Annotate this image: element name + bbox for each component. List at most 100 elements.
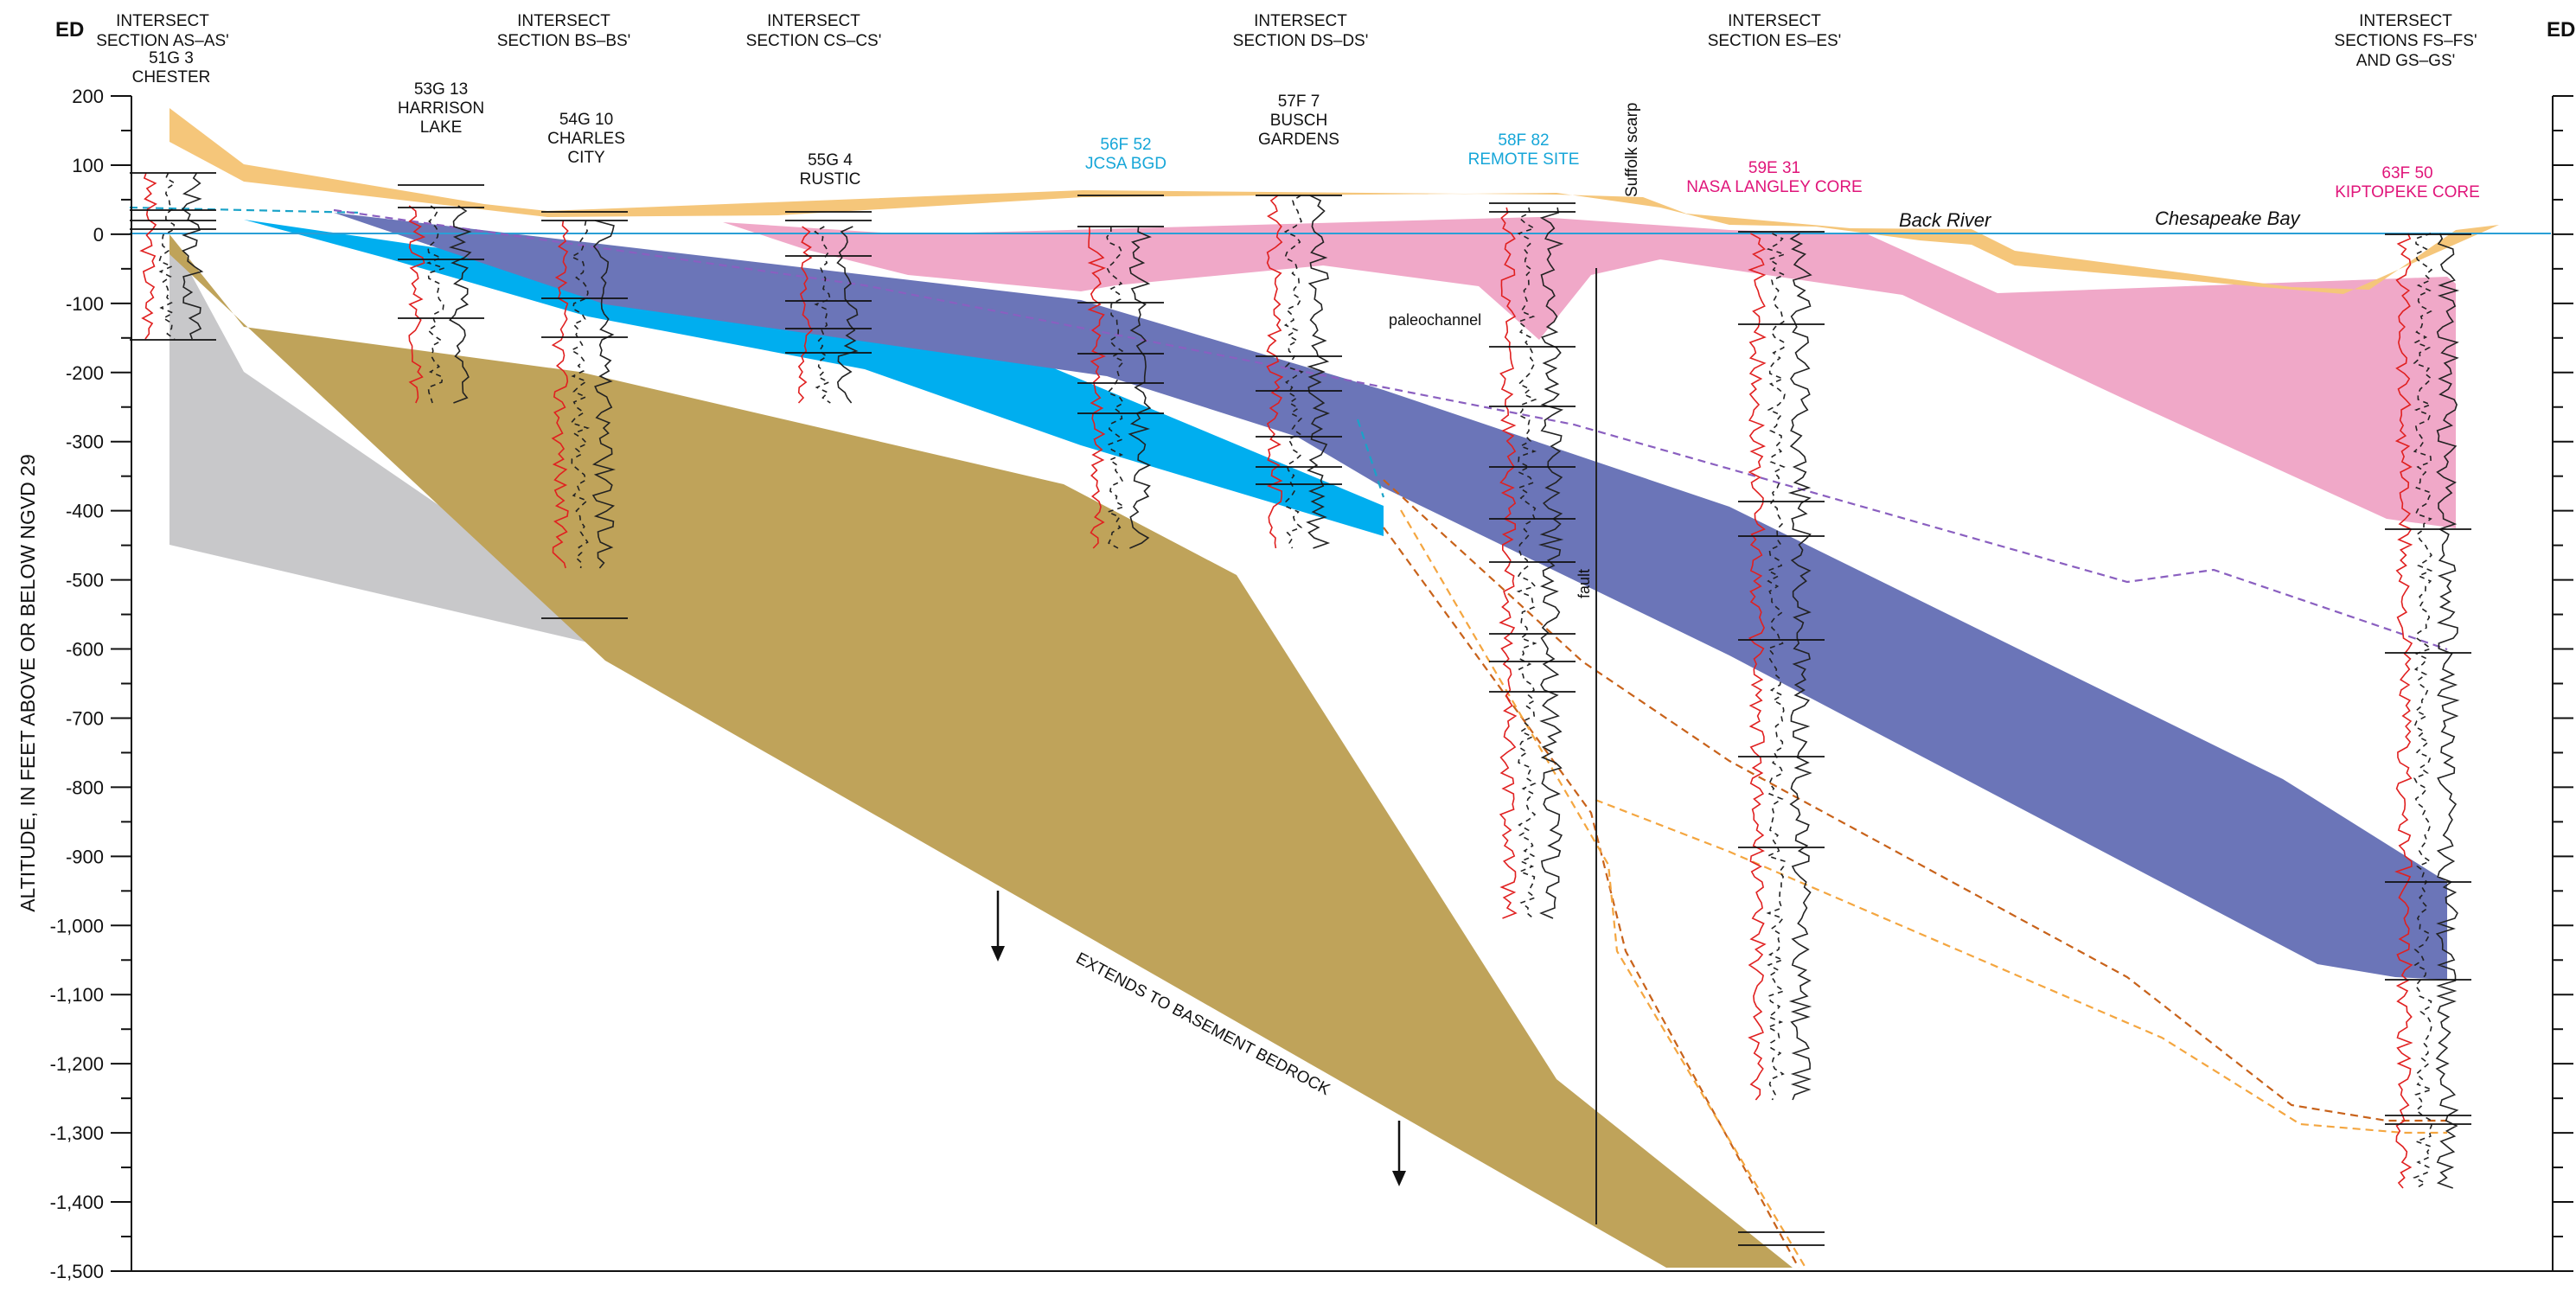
well-label: JCSA BGD (1085, 155, 1167, 173)
section-label-right: ED' (2547, 18, 2576, 42)
gray-unit (169, 234, 666, 661)
intersect-label: INTERSECT (116, 12, 209, 30)
down-arrow-1 (991, 891, 1005, 962)
y-tick-label: -1,200 (50, 1053, 104, 1075)
well-log (2385, 233, 2471, 1189)
well-label: NASA LANGLEY CORE (1686, 178, 1862, 196)
intersect-label: SECTION CS–CS' (746, 32, 882, 50)
well-label: BUSCH (1270, 112, 1328, 130)
y-tick-label: 200 (72, 86, 104, 107)
log-trace (1787, 233, 1812, 1101)
section-label-left: ED (55, 18, 84, 42)
y-tick-label: -1,100 (50, 984, 104, 1006)
log-trace (1128, 226, 1152, 549)
well-label: 63F 50 (2381, 164, 2432, 182)
y-tick-label: 100 (72, 155, 104, 176)
log-trace (591, 220, 617, 569)
intersect-label: INTERSECT (1254, 12, 1347, 30)
y-tick-label: -100 (66, 293, 104, 315)
cyan-dashed-contact (1356, 419, 1385, 498)
well-log (398, 184, 484, 404)
pink-unit (723, 217, 2456, 528)
well-label: 54G 10 (559, 111, 613, 129)
fault-label: fault (1576, 569, 1593, 598)
log-trace (2413, 233, 2434, 1189)
log-trace (1266, 195, 1284, 549)
well-label: HARRISON (398, 99, 484, 118)
cyan-dashed-line (129, 206, 364, 214)
log-trace (1283, 195, 1304, 549)
log-trace (1087, 226, 1107, 549)
well-label: 51G 3 (149, 49, 194, 67)
tick-marks (111, 95, 2573, 1272)
log-trace (139, 172, 157, 340)
well-label: RUSTIC (800, 170, 861, 189)
log-trace (1748, 233, 1767, 1101)
intersect-label: INTERSECT (2359, 12, 2452, 30)
log-trace (1537, 207, 1564, 919)
y-axis: 200 100 0 -100 -200 -300 -400 -500 -600 -700 -800 -… (16, 86, 2573, 1282)
log-trace (182, 172, 204, 340)
log-trace (1516, 207, 1537, 919)
well-label: 53G 13 (414, 80, 468, 99)
well-logs (130, 172, 2471, 1246)
log-trace (1766, 233, 1787, 1101)
y-tick-label: -600 (66, 639, 104, 661)
log-trace (1499, 207, 1518, 919)
intersect-label: AND GS–GS' (2356, 52, 2456, 70)
intersect-label: INTERSECT (767, 12, 860, 30)
y-tick-label: -400 (66, 501, 104, 522)
intersect-label: SECTION AS–AS' (96, 32, 229, 50)
y-tick-label: -900 (66, 846, 104, 867)
intersect-label: INTERSECT (517, 12, 610, 30)
well-log (785, 211, 872, 404)
brown-unit (169, 234, 1793, 1268)
well-label: 59E 31 (1748, 159, 1800, 177)
well-log (541, 211, 628, 619)
paleochannel-label: paleochannel (1389, 311, 1481, 329)
suffolk-scarp-label: Suffolk scarp (1623, 103, 1641, 197)
y-tick-label: -800 (66, 777, 104, 798)
intersect-labels: INTERSECT SECTION AS–AS' INTERSECT SECTION … (96, 12, 2477, 70)
geologic-units (169, 108, 2499, 1268)
correlation-lines (129, 206, 2448, 1269)
well-label: LAKE (420, 118, 463, 137)
log-trace (448, 205, 472, 404)
well-label: GARDENS (1258, 131, 1339, 149)
y-tick-label: -500 (66, 570, 104, 591)
log-trace (408, 205, 426, 404)
y-tick-label: -1,000 (50, 915, 104, 936)
intersect-label: SECTION BS–BS' (497, 32, 631, 50)
well-label: CHESTER (132, 68, 211, 86)
orange-dashed-line-1 (1383, 479, 2447, 1122)
well-label: 58F 82 (1498, 131, 1549, 150)
well-label: 56F 52 (1100, 136, 1151, 154)
y-tick-label: -200 (66, 362, 104, 384)
y-tick-label: 0 (93, 224, 104, 246)
well-label: REMOTE SITE (1468, 150, 1580, 169)
down-arrow-2 (1392, 1121, 1406, 1186)
orange-dashed-line-2 (1383, 527, 1799, 1269)
purple-dashed-line (333, 208, 2448, 651)
well-log (1077, 195, 1164, 549)
well-label: CITY (567, 149, 605, 167)
cyan-unit (244, 220, 1384, 536)
y-tick-label: -1,500 (50, 1261, 104, 1282)
intersect-label: INTERSECT (1728, 12, 1821, 30)
well-log (1489, 202, 1576, 919)
log-trace (2394, 233, 2413, 1189)
light-orange-dashed-line (1595, 798, 2447, 1134)
intersect-label: SECTIONS FS–FS' (2334, 32, 2477, 50)
log-trace (551, 220, 569, 569)
well-label: 55G 4 (808, 151, 853, 169)
well-label: CHARLES (547, 130, 625, 148)
y-axis-title: ALTITUDE, IN FEET ABOVE OR BELOW NGVD 29 (16, 454, 39, 912)
chesapeake-bay-label: Chesapeake Bay (2155, 208, 2302, 229)
back-river-label: Back River (1899, 209, 1992, 231)
well-label: KIPTOPEKE CORE (2335, 183, 2480, 201)
well-label: 57F 7 (1278, 93, 1320, 111)
tick-labels: 200 100 0 -100 -200 -300 -400 -500 -600 -700 -800 -… (50, 86, 104, 1282)
intersect-label: SECTION DS–DS' (1233, 32, 1369, 50)
